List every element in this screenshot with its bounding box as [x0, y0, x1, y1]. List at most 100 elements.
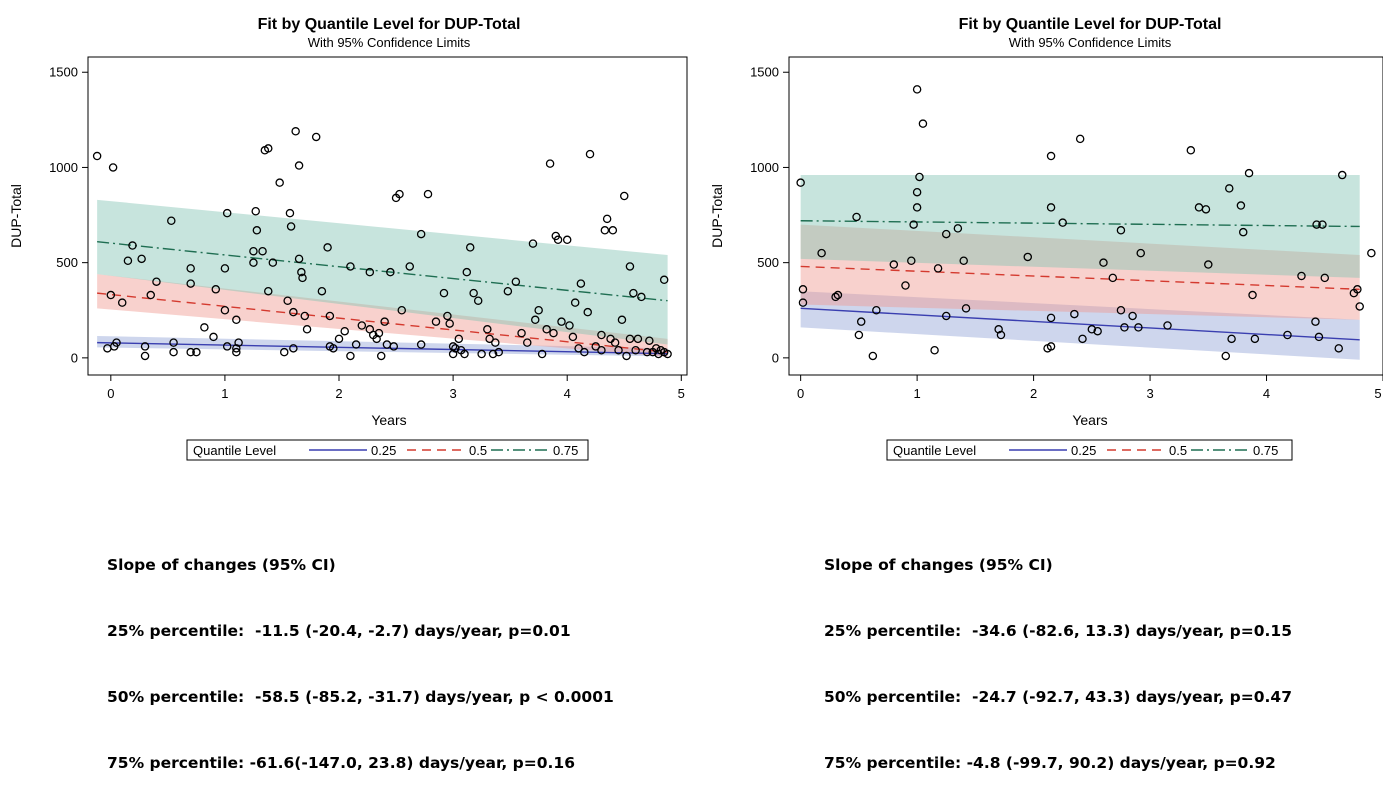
x-tick-label: 1	[221, 386, 228, 401]
data-point	[152, 277, 161, 286]
data-point	[597, 330, 606, 340]
data-point	[365, 267, 375, 277]
data-point	[289, 307, 298, 317]
data-point	[798, 298, 808, 307]
fit-line-0.5	[97, 292, 668, 353]
x-axis-label: Years	[371, 412, 406, 428]
slope-summary-line-50: 50% percentile: -24.7 (-92.7, 43.3) days…	[824, 688, 1292, 706]
data-point	[249, 258, 258, 267]
data-point	[1334, 344, 1343, 353]
data-point	[941, 229, 951, 239]
data-point	[222, 342, 232, 351]
slope-summary-line-75: 75% percentile: -61.6(-147.0, 23.8) days…	[107, 754, 575, 772]
data-point	[389, 342, 399, 351]
data-point	[357, 321, 367, 330]
data-point	[1108, 273, 1118, 283]
data-point	[553, 235, 563, 245]
data-point	[473, 296, 483, 305]
data-point	[625, 334, 635, 344]
data-point	[298, 273, 307, 283]
data-point	[445, 319, 454, 328]
chart-subtitle: With 95% Confidence Limits	[308, 35, 471, 50]
data-point	[1093, 326, 1102, 336]
data-point	[488, 349, 498, 359]
data-point	[534, 306, 543, 315]
data-point	[1353, 285, 1362, 294]
data-point	[1070, 309, 1079, 319]
fit-line-0.5	[800, 265, 1360, 291]
data-point	[503, 286, 513, 296]
data-point	[374, 328, 384, 338]
data-point	[1134, 323, 1143, 332]
y-tick-label: 0	[772, 350, 779, 365]
data-point	[1120, 323, 1129, 332]
data-point	[583, 307, 592, 317]
legend-box	[186, 439, 589, 461]
data-point	[1236, 201, 1246, 210]
confidence-band-0.5	[800, 224, 1360, 320]
data-point	[275, 178, 284, 187]
data-point	[311, 132, 321, 142]
data-point	[416, 340, 426, 349]
data-point	[140, 351, 150, 361]
confidence-band-0.25	[800, 291, 1360, 360]
data-point	[833, 290, 843, 300]
data-point	[279, 347, 289, 357]
plot-frame	[87, 56, 688, 376]
data-point	[517, 328, 526, 338]
chart-title: Fit by Quantile Level for DUP-Total	[959, 16, 1222, 33]
data-point	[1297, 271, 1306, 281]
data-point	[465, 243, 475, 252]
data-point	[1078, 334, 1087, 344]
chart-panel-0: Fit by Quantile Level for DUP-Total With …	[8, 16, 688, 461]
slope-summary-line-75: 75% percentile: -4.8 (-99.7, 90.2) days/…	[824, 754, 1276, 772]
data-point	[622, 351, 631, 361]
data-point	[200, 323, 209, 332]
legend-title: Quantile Level	[193, 443, 276, 458]
data-point	[574, 344, 583, 353]
x-tick-label: 2	[1030, 386, 1037, 401]
data-point	[329, 344, 338, 353]
slope-summary-heading: Slope of changes (95% CI)	[824, 556, 1053, 574]
data-point	[252, 226, 262, 235]
data-point	[192, 347, 201, 357]
data-point	[1204, 260, 1213, 269]
x-tick-label: 4	[564, 386, 571, 401]
data-point	[448, 349, 458, 359]
x-tick-label: 4	[1263, 386, 1270, 401]
legend-label-0.75: 0.75	[1253, 443, 1278, 458]
data-point	[1238, 227, 1248, 237]
data-point	[232, 347, 241, 357]
chart-panel-1: Fit by Quantile Level for DUP-Total With …	[709, 16, 1383, 461]
data-point	[625, 262, 635, 271]
data-point	[602, 214, 612, 224]
data-point	[557, 317, 566, 326]
data-point	[831, 292, 840, 302]
data-point	[907, 256, 916, 265]
data-point	[545, 159, 555, 168]
data-point	[469, 288, 478, 298]
x-tick-label: 3	[449, 386, 456, 401]
data-point	[600, 226, 610, 235]
data-point	[372, 334, 381, 344]
fit-line-0.75	[800, 220, 1360, 228]
data-point	[1116, 226, 1126, 235]
data-point	[642, 347, 652, 357]
y-tick-label: 1000	[750, 160, 779, 175]
data-point	[340, 326, 349, 336]
data-point	[264, 144, 273, 153]
data-point	[817, 248, 826, 258]
data-point	[1283, 330, 1292, 340]
data-point	[1244, 168, 1254, 178]
data-point	[220, 306, 230, 315]
data-point	[460, 349, 469, 359]
data-point	[637, 292, 646, 302]
data-point	[872, 306, 881, 315]
data-point	[531, 315, 540, 325]
data-point	[291, 127, 300, 136]
data-point	[798, 285, 808, 294]
legend: Quantile Level 0.25 0.5 0.75	[886, 439, 1293, 461]
data-point	[92, 151, 102, 161]
data-point	[249, 246, 258, 256]
data-point	[1221, 351, 1231, 361]
